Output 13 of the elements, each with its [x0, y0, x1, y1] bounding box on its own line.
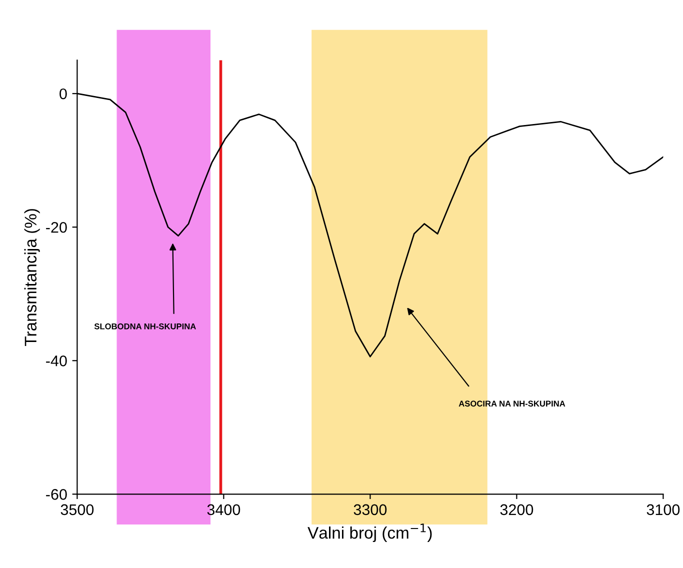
x-tick-label: 3300: [354, 504, 387, 516]
x-tick-label: 3500: [60, 504, 94, 516]
y-tick-label: 0: [60, 88, 67, 100]
y-tick-label: -40: [46, 356, 67, 366]
x-tick-label: 3400: [207, 504, 240, 516]
annotation: SLOBODNA NH-SKUPINA: [94, 323, 196, 330]
y-tick-label: -60: [46, 489, 67, 500]
y-axis-title: Transmitancija (%): [24, 209, 40, 346]
x-tick-label: 3200: [500, 504, 534, 516]
y-tick-label: -20: [46, 222, 67, 233]
x-axis-title: Valni broj (cm$^{−1}$): [308, 524, 432, 542]
annotation: ASOCIRA NA NH-SKUPINA: [458, 400, 566, 407]
x-tick-label: 3100: [646, 504, 680, 516]
